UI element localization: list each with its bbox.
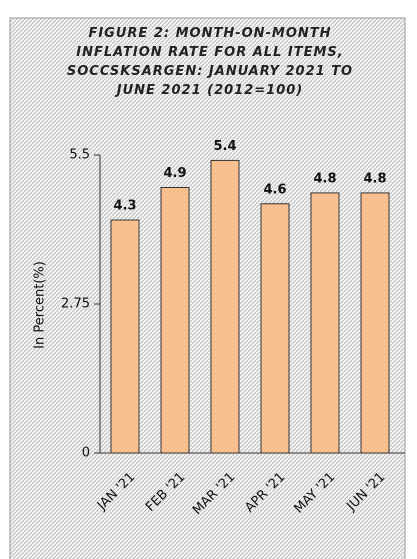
bar <box>310 192 340 454</box>
value-label: 4.8 <box>313 171 336 186</box>
chart-title: FIGURE 2: MONTH-ON-MONTH INFLATION RATE … <box>66 26 354 98</box>
bar <box>160 187 190 454</box>
bar <box>260 203 290 454</box>
value-label: 4.6 <box>263 182 286 197</box>
value-label: 4.8 <box>363 171 386 186</box>
y-tick-label: 5.5 <box>69 148 90 163</box>
y-axis-label: In Percent(%) <box>33 261 48 349</box>
bar <box>210 159 240 454</box>
value-label: 5.4 <box>213 139 236 154</box>
y-tick-label: 0 <box>82 446 90 461</box>
bar <box>110 219 140 454</box>
bar <box>360 192 390 454</box>
y-tick-label: 2.75 <box>61 297 90 312</box>
value-label: 4.3 <box>113 199 136 214</box>
value-label: 4.9 <box>163 166 186 181</box>
